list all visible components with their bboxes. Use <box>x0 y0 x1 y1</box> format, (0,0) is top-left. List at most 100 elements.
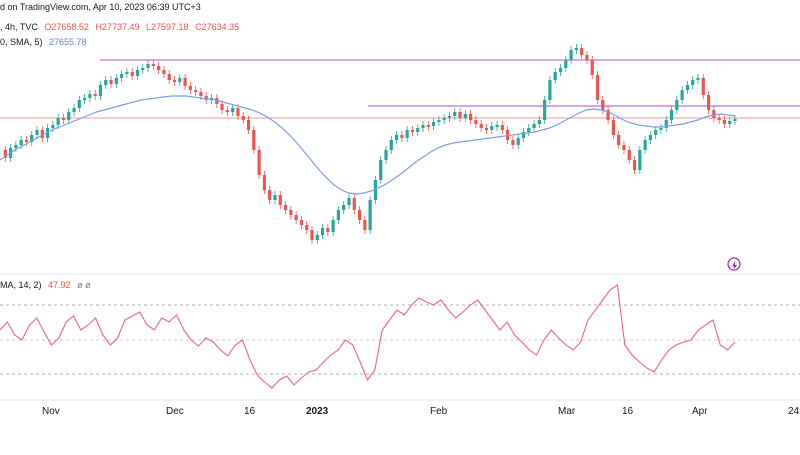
candle-body <box>241 116 245 120</box>
candle-body <box>93 94 97 96</box>
candle-body <box>315 235 319 240</box>
candle-body <box>24 140 29 142</box>
candle-body <box>357 210 362 220</box>
candle-body <box>394 135 399 140</box>
candle-body <box>728 121 732 124</box>
candle-body <box>199 92 203 96</box>
sma-value: 27655.78 <box>49 37 87 47</box>
candle-body <box>696 78 700 80</box>
candle-body <box>278 195 282 205</box>
x-tick-2023: 2023 <box>306 406 329 417</box>
candle-body <box>220 104 224 110</box>
candle-body <box>580 48 584 55</box>
x-tick-feb: Feb <box>430 406 448 417</box>
header-high: H27737.49 <box>95 22 140 32</box>
candle-body <box>490 126 494 130</box>
candle-body <box>617 135 621 145</box>
candle-body <box>675 100 679 110</box>
candle-body <box>590 60 594 75</box>
header-line-2: , 4h, TVC O27658.52 H27737.49 L27597.18 … <box>0 22 243 32</box>
candle-body <box>72 108 76 112</box>
candle-body <box>246 120 251 130</box>
candle-body <box>363 220 367 230</box>
header-close: C27634.35 <box>195 22 240 32</box>
candle-body <box>19 140 23 145</box>
candle-body <box>183 78 187 86</box>
candle-body <box>627 150 631 160</box>
x-tick-mar-16: 16 <box>622 406 634 417</box>
candle-body <box>500 125 504 130</box>
rsi-extra: ø ø <box>77 280 91 290</box>
candle-body <box>120 74 124 78</box>
header-symbol: , 4h, TVC <box>0 22 38 32</box>
candle-body <box>336 210 341 220</box>
x-tick-dec: Dec <box>166 406 184 417</box>
candle-body <box>289 210 293 215</box>
candle-body <box>125 72 129 74</box>
candle-body <box>463 114 467 118</box>
candle-body <box>61 118 66 120</box>
candle-body <box>659 128 663 130</box>
candle-body <box>447 116 452 118</box>
candle-body <box>30 135 34 142</box>
candle-body <box>331 220 335 232</box>
candle-body <box>320 228 325 235</box>
candle-body <box>14 145 18 148</box>
candle-body <box>484 128 489 130</box>
x-tick-apr-24: 24 <box>788 406 800 417</box>
candle-body <box>722 120 727 124</box>
candle-body <box>431 122 436 126</box>
candle-body <box>299 220 304 225</box>
candle-body <box>56 118 60 125</box>
candle-body <box>231 108 235 112</box>
candle-body <box>157 66 161 70</box>
candle-body <box>474 120 478 124</box>
candle-body <box>421 125 425 128</box>
candle-body <box>204 96 208 100</box>
candle-body <box>389 140 393 150</box>
candle-body <box>268 190 272 200</box>
candle-body <box>453 112 457 116</box>
candle-body <box>595 75 600 100</box>
candle-body <box>347 198 351 205</box>
rsi-value: 47.92 <box>48 280 71 290</box>
candle-body <box>88 94 92 98</box>
candle-body <box>701 78 705 95</box>
candle-body <box>262 175 266 190</box>
candle-body <box>178 78 182 82</box>
header-line-1: d on TradingView.com, Apr 10, 2023 06:39… <box>0 2 205 12</box>
rsi-label: MA, 14, 2) <box>0 280 42 290</box>
candle-body <box>585 55 589 60</box>
candle-body <box>458 112 462 118</box>
rsi-line <box>0 284 736 389</box>
candle-body <box>442 118 446 120</box>
candle-body <box>680 90 684 100</box>
x-tick-nov: Nov <box>42 406 60 417</box>
candle-body <box>712 110 716 118</box>
candle-body <box>574 48 578 50</box>
candle-body <box>130 72 134 76</box>
header-line-3: 0, SMA, 5) 27655.78 <box>0 37 91 47</box>
candle-body <box>543 100 547 120</box>
candle-body <box>379 160 383 180</box>
candle-body <box>326 228 330 232</box>
candle-body <box>252 130 256 150</box>
candle-body <box>141 68 145 70</box>
candle-body <box>532 124 536 128</box>
candle-body <box>648 135 652 140</box>
candle-body <box>368 200 372 230</box>
candle-body <box>310 230 314 240</box>
candle-body <box>410 130 415 132</box>
candle-body <box>437 120 441 122</box>
candle-body <box>622 145 626 150</box>
candle-body <box>135 70 140 76</box>
candle-body <box>172 80 177 82</box>
candle-body <box>506 130 510 140</box>
candle-body <box>162 70 166 74</box>
candle-body <box>606 110 610 120</box>
candle-body <box>283 205 288 210</box>
candle-body <box>51 125 55 128</box>
candle-body <box>558 68 563 72</box>
